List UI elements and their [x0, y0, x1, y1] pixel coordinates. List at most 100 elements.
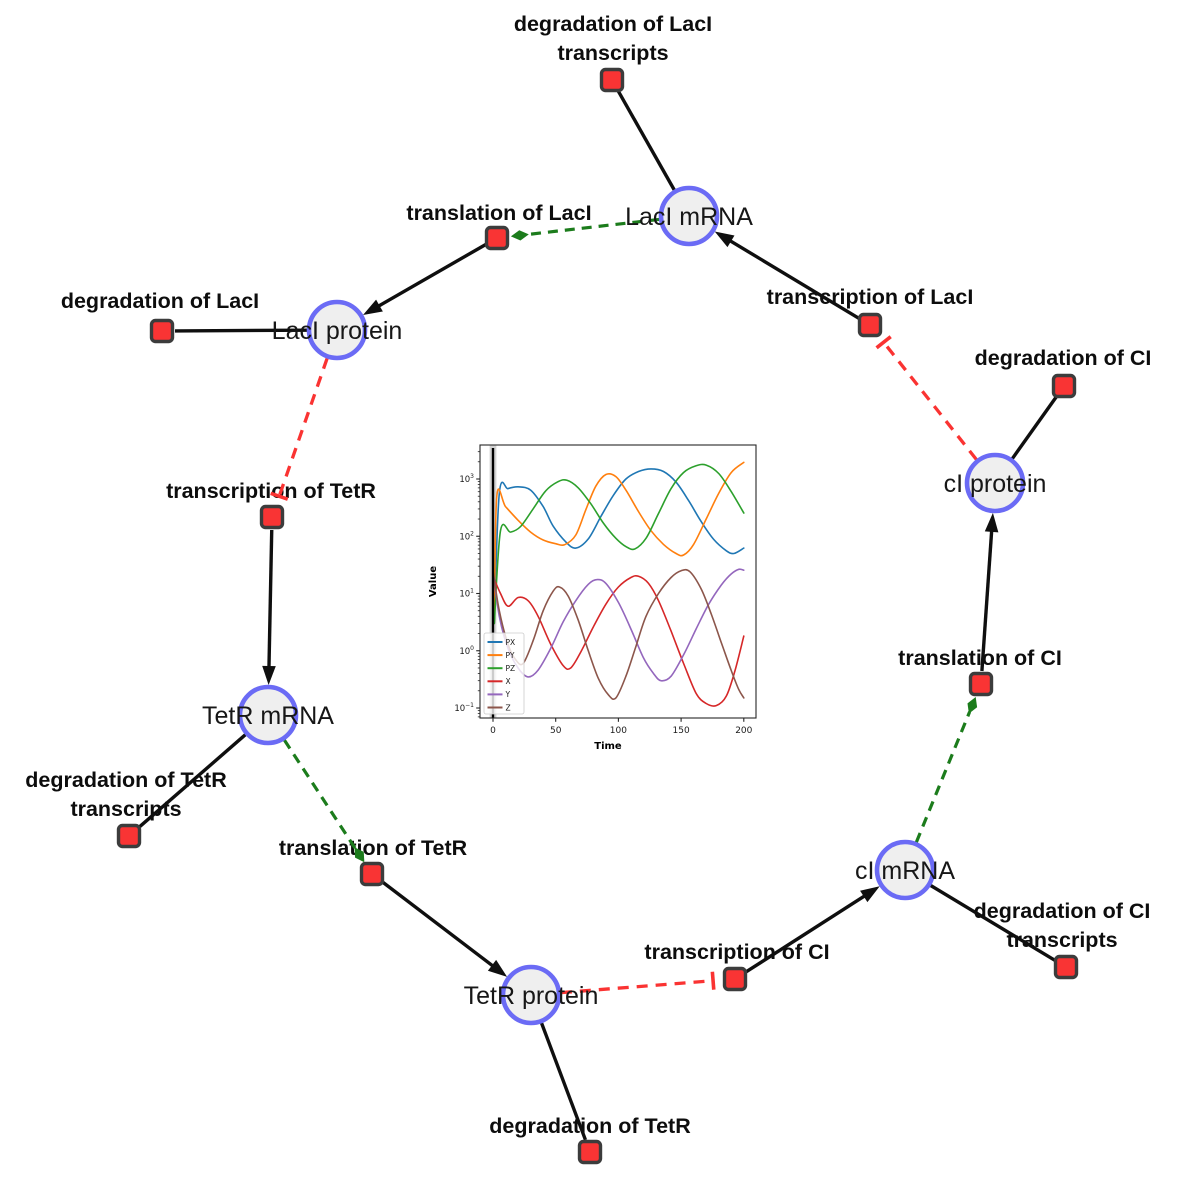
series-line-PZ	[493, 463, 745, 625]
reaction-label-deg-tetr: degradation of TetR	[489, 1114, 691, 1138]
edge-reactant-laci-protein-deg-laci	[174, 328, 308, 333]
reaction-node-transl-laci[interactable]	[484, 225, 510, 251]
x-tick-label: 50	[550, 726, 562, 736]
inhibitor-tbar-icon	[270, 491, 289, 501]
edge-product-transl-tetr-tetr-protein	[381, 880, 499, 971]
edge-product-txn-laci-laci-mrna	[724, 236, 860, 320]
species-label-tetr-mrna: TetR mRNA	[202, 702, 334, 730]
edge-reactant-laci-mrna-deg-laci-tx	[616, 90, 676, 191]
legend-entry-PY: PY	[506, 651, 515, 660]
reaction-label-deg-laci-tx: degradation of LacI	[514, 12, 712, 36]
reaction-label-deg-laci-tx: transcripts	[557, 41, 668, 65]
species-node-tetr-protein[interactable]	[500, 964, 562, 1026]
legend-entry-X: X	[506, 677, 511, 686]
arrowhead-icon	[487, 959, 508, 977]
species-node-laci-mrna[interactable]	[658, 185, 720, 247]
edge-product-txn-tetr-tetr-mrna	[267, 529, 274, 674]
x-tick-label: 150	[673, 726, 690, 736]
y-axis-label: Value	[428, 566, 439, 597]
plot-area	[489, 445, 745, 718]
nodes-layer	[116, 67, 1079, 1165]
x-tick-label: 0	[490, 726, 496, 736]
edge-inhibitor-ci-protein-txn-laci	[882, 341, 978, 461]
modifier-diamond-icon	[354, 847, 365, 863]
legend-entry-PZ: PZ	[506, 664, 516, 673]
arrowhead-icon	[860, 886, 880, 903]
reaction-label-deg-tetr-tx: degradation of TetR	[25, 768, 227, 792]
arrowhead-icon	[714, 231, 735, 248]
reaction-label-deg-tetr-tx: transcripts	[70, 797, 181, 821]
y-tick-label: 100	[459, 645, 474, 657]
reaction-label-txn-laci: transcription of LacI	[767, 285, 974, 309]
inhibitor-tbar-icon	[710, 971, 716, 990]
reaction-node-deg-ci-tx[interactable]	[1053, 954, 1079, 980]
reaction-label-deg-ci-tx: degradation of CI	[974, 899, 1151, 923]
species-label-laci-mrna: LacI mRNA	[625, 203, 753, 231]
edge-modifier-ci-mrna-transl-ci	[914, 711, 972, 843]
reaction-node-deg-laci[interactable]	[149, 318, 175, 344]
reaction-node-txn-ci[interactable]	[722, 966, 748, 992]
legend-entry-Z: Z	[506, 703, 511, 712]
arrowhead-icon	[984, 512, 999, 533]
reaction-label-deg-ci: degradation of CI	[975, 346, 1152, 370]
modifier-diamond-icon	[967, 696, 978, 714]
reaction-label-transl-ci: translation of CI	[898, 646, 1062, 670]
reaction-label-transl-tetr: translation of TetR	[279, 836, 468, 860]
x-axis-label: Time	[594, 741, 622, 752]
inhibitor-tbar-icon	[875, 335, 892, 350]
reaction-node-txn-laci[interactable]	[857, 312, 883, 338]
edge-modifier-laci-mrna-transl-laci	[526, 217, 660, 237]
edge-reactant-tetr-protein-deg-tetr	[539, 1022, 588, 1141]
reaction-node-transl-tetr[interactable]	[359, 861, 385, 887]
series-line-Y	[492, 568, 745, 682]
y-tick-label: 101	[459, 588, 474, 600]
reaction-label-transl-laci: translation of LacI	[406, 201, 591, 225]
y-tick-label: 103	[459, 473, 474, 485]
reaction-node-transl-ci[interactable]	[968, 671, 994, 697]
x-tick-label: 100	[610, 726, 627, 736]
series-line-Z	[492, 568, 745, 700]
edge-product-transl-ci-ci-protein	[980, 524, 994, 672]
arrowhead-icon	[262, 665, 276, 686]
legend-box	[483, 632, 525, 715]
edge-product-txn-ci-ci-mrna	[745, 891, 871, 974]
modifier-diamond-icon	[510, 230, 529, 241]
reaction-label-txn-tetr: transcription of TetR	[166, 479, 376, 503]
series-line-X	[492, 574, 745, 707]
edge-reactant-ci-protein-deg-ci	[1011, 395, 1058, 460]
species-label-ci-mrna: cI mRNA	[855, 857, 955, 885]
species-labels-layer: LacI mRNA LacI protein cI protein TetR mRNA…	[202, 203, 1046, 1010]
edge-inhibitor-laci-protein-txn-tetr	[277, 357, 329, 497]
legend-entry-PX: PX	[506, 638, 516, 647]
arrowhead-icon	[363, 299, 383, 316]
species-node-ci-mrna[interactable]	[874, 839, 936, 901]
y-tick-label: 10−1	[454, 702, 474, 714]
edge-reactant-ci-mrna-deg-ci-tx	[929, 884, 1056, 962]
series-line-PY	[493, 461, 745, 625]
species-node-tetr-mrna[interactable]	[237, 684, 299, 746]
legend-entry-Y: Y	[505, 690, 511, 699]
reaction-node-deg-ci[interactable]	[1051, 373, 1077, 399]
y-tick-label: 102	[459, 530, 474, 542]
edge-modifier-tetr-mrna-transl-tetr	[283, 739, 357, 850]
reaction-node-txn-tetr[interactable]	[259, 504, 285, 530]
reaction-node-deg-tetr-tx[interactable]	[116, 823, 142, 849]
species-label-tetr-protein: TetR protein	[464, 982, 599, 1010]
species-node-ci-protein[interactable]	[964, 452, 1026, 514]
legend: PX PY PZ XYZ	[483, 632, 525, 715]
edge-product-transl-laci-laci-protein	[372, 243, 487, 311]
species-label-laci-protein: LacI protein	[272, 317, 403, 345]
reaction-node-deg-tetr[interactable]	[577, 1139, 603, 1165]
species-node-laci-protein[interactable]	[306, 299, 368, 361]
reaction-labels-layer: degradation of LacI transcripts translatio…	[25, 12, 1151, 1138]
reaction-label-deg-ci-tx: transcripts	[1006, 928, 1117, 952]
x-tick-label: 200	[735, 726, 752, 736]
reaction-node-deg-laci-tx[interactable]	[599, 67, 625, 93]
reaction-label-deg-laci: degradation of LacI	[61, 289, 259, 313]
edges-layer	[137, 90, 1058, 1141]
species-label-ci-protein: cI protein	[944, 470, 1047, 498]
reaction-label-txn-ci: transcription of CI	[644, 940, 829, 964]
